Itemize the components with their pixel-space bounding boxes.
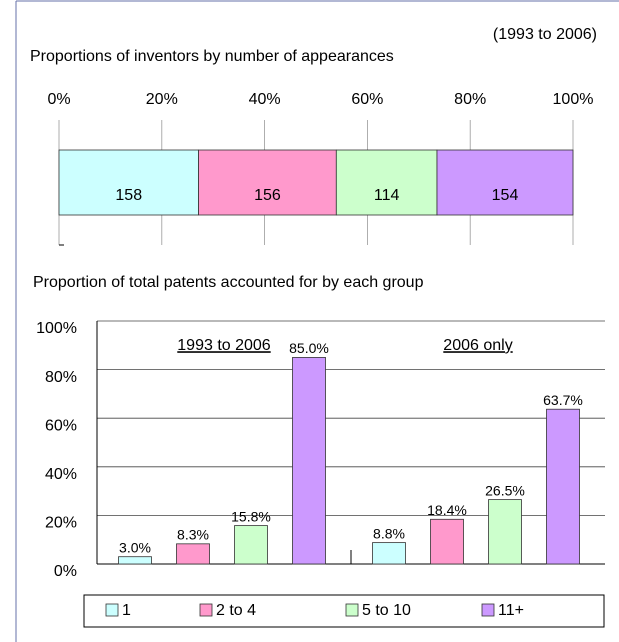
bar	[546, 408, 580, 565]
legend-box	[83, 594, 605, 628]
y-tick-label: 80%	[45, 369, 77, 386]
y-tick-label: 60%	[45, 417, 77, 434]
data-label: 85.0%	[289, 340, 329, 356]
legend-label: 5 to 10	[362, 602, 411, 619]
y-tick-label: 100%	[36, 320, 77, 337]
legend-label: 2 to 4	[216, 602, 256, 619]
x-tick-label: 100%	[553, 91, 594, 108]
x-tick-label: 0%	[47, 91, 70, 108]
x-tick-label: 40%	[249, 91, 281, 108]
bar	[372, 542, 406, 565]
chart-title: Proportions of inventors by number of ap…	[30, 48, 394, 65]
data-label: 156	[254, 187, 281, 204]
data-label: 15.8%	[231, 508, 271, 524]
x-tick-label: 80%	[454, 91, 486, 108]
chart-title: Proportion of total patents accounted fo…	[33, 274, 424, 291]
subtitle: (1993 to 2006)	[493, 26, 597, 43]
y-tick-label: 20%	[45, 515, 77, 532]
legend-swatch	[345, 603, 359, 617]
legend-swatch	[199, 603, 213, 617]
bar-segment	[198, 149, 337, 216]
legend-swatch	[105, 603, 119, 617]
x-tick-label: 60%	[351, 91, 383, 108]
data-label: 114	[374, 187, 400, 204]
bar	[292, 357, 326, 565]
bar-segment	[335, 149, 438, 216]
bar	[234, 525, 268, 565]
data-label: 154	[492, 187, 519, 204]
legend-label: 11+	[498, 602, 524, 619]
bar	[118, 556, 152, 565]
bar	[488, 499, 522, 565]
y-tick-label: 40%	[45, 466, 77, 483]
bar-segment	[58, 149, 199, 216]
data-label: 158	[115, 187, 142, 204]
data-label: 26.5%	[485, 482, 525, 498]
legend-swatch	[481, 603, 495, 617]
legend-label: 1	[122, 602, 131, 619]
y-tick-label: 0%	[54, 563, 77, 580]
data-label: 3.0%	[119, 539, 151, 555]
bar-segment	[436, 149, 574, 216]
group-label: 2006 only	[443, 337, 512, 354]
data-label: 63.7%	[543, 392, 583, 408]
group-label: 1993 to 2006	[177, 337, 271, 354]
data-label: 8.3%	[177, 527, 209, 543]
data-label: 18.4%	[427, 502, 467, 518]
bar	[176, 543, 210, 565]
data-label: 8.8%	[373, 525, 405, 541]
x-tick-label: 20%	[146, 91, 178, 108]
bar	[430, 518, 464, 565]
